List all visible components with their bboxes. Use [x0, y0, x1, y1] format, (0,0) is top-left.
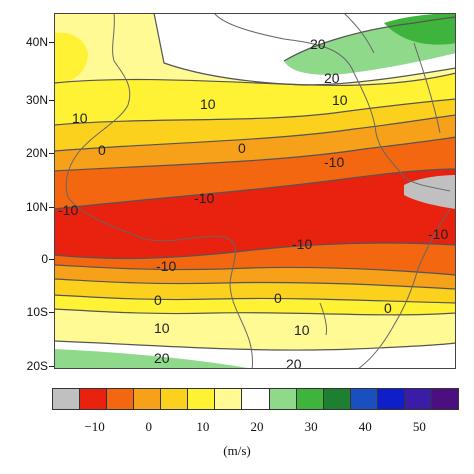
- contour-line: [54, 308, 456, 316]
- contour-line: [54, 136, 456, 172]
- colorbar-cell: [430, 388, 459, 410]
- contour-label: 0: [384, 300, 392, 316]
- contour-label: -10: [428, 226, 448, 242]
- colorbar-cell: [79, 388, 108, 410]
- wind-map: 20 20 10 10 10 0 0 -10 -10 -10 -10 -10 -…: [54, 13, 456, 369]
- contour-label: 10: [294, 322, 310, 338]
- lat-label-30n: 30N: [25, 93, 48, 107]
- colorbar-tick-label: 0: [145, 419, 152, 434]
- colorbar-cell: [241, 388, 270, 410]
- lat-tick: [49, 366, 54, 367]
- contour-line: [54, 264, 456, 276]
- colorbar-cell: [349, 388, 378, 410]
- contour-line: [283, 16, 456, 62]
- contour-label: 20: [310, 36, 326, 52]
- contour-line: [153, 13, 456, 86]
- colorbar-tick-label: −10: [84, 419, 105, 434]
- colorbar-cell: [376, 388, 405, 410]
- colorbar-cell: [133, 388, 162, 410]
- contour-label: 0: [98, 142, 106, 158]
- contour-label: 20: [324, 70, 340, 86]
- contour-line: [54, 168, 456, 210]
- colorbar-tick-label: 10: [196, 419, 210, 434]
- contour-label: 10: [332, 92, 348, 108]
- contour-label: 0: [238, 140, 246, 156]
- contour-label: -10: [292, 236, 312, 252]
- colorbar-cell: [403, 388, 432, 410]
- contour-label: 20: [286, 356, 302, 369]
- contour-label: 10: [72, 110, 88, 126]
- lat-label-10s: 10S: [26, 305, 48, 319]
- colorbar-cell: [160, 388, 189, 410]
- fill-band-south-green: [54, 349, 254, 369]
- contour-label: 0: [154, 292, 162, 308]
- fill-band-neg10: [54, 169, 456, 259]
- contour-line: [54, 294, 456, 304]
- fill-band-nw-low: [54, 32, 88, 85]
- lat-tick: [49, 153, 54, 154]
- coastline: [413, 42, 441, 134]
- colorbar-cell: [295, 388, 324, 410]
- colorbar-tick-label: 20: [250, 419, 264, 434]
- contour-label: -10: [194, 190, 214, 206]
- wind-map-panel: 20 20 10 10 10 0 0 -10 -10 -10 -10 -10 -…: [54, 13, 456, 369]
- lat-tick: [49, 207, 54, 208]
- lat-label-10n: 10N: [25, 200, 48, 214]
- lat-label-20s: 20S: [26, 359, 48, 373]
- contour-line: [54, 242, 456, 260]
- lat-tick: [49, 100, 54, 101]
- coastline: [357, 208, 451, 369]
- contour-label: -10: [324, 154, 344, 170]
- lat-label-40n: 40N: [25, 35, 48, 49]
- contour-label: 10: [154, 320, 170, 336]
- contour-line: [54, 98, 456, 126]
- colorbar-cell: [106, 388, 135, 410]
- coastline: [65, 13, 253, 369]
- colorbar-cell: [187, 388, 216, 410]
- colorbar-tick-label: 40: [358, 419, 372, 434]
- lat-tick: [49, 312, 54, 313]
- contour-line: [54, 340, 456, 351]
- lat-label-20n: 20N: [25, 146, 48, 160]
- contour-line: [54, 114, 456, 152]
- coastline: [353, 72, 451, 192]
- contour-label: -10: [58, 202, 78, 218]
- contour-label: 10: [200, 96, 216, 112]
- lat-tick: [49, 259, 54, 260]
- colorbar-tick-label: 50: [412, 419, 426, 434]
- coastline: [319, 302, 327, 336]
- colorbar: [52, 388, 459, 412]
- lat-tick: [49, 42, 54, 43]
- map-frame: [54, 13, 456, 369]
- coastline: [213, 13, 355, 74]
- colorbar-cell: [322, 388, 351, 410]
- contour-label: 20: [154, 350, 170, 366]
- colorbar-cell: [52, 388, 81, 410]
- units-label: (m/s): [223, 443, 251, 458]
- contour-label: 0: [274, 290, 282, 306]
- coastline: [343, 13, 375, 54]
- fill-band-north-dark-green: [384, 13, 456, 45]
- contour-line: [54, 278, 456, 290]
- contour-label: -10: [156, 258, 176, 274]
- lat-label-equator: 0: [41, 252, 48, 266]
- colorbar-tick-label: 30: [304, 419, 318, 434]
- colorbar-cell: [214, 388, 243, 410]
- colorbar-cell: [268, 388, 297, 410]
